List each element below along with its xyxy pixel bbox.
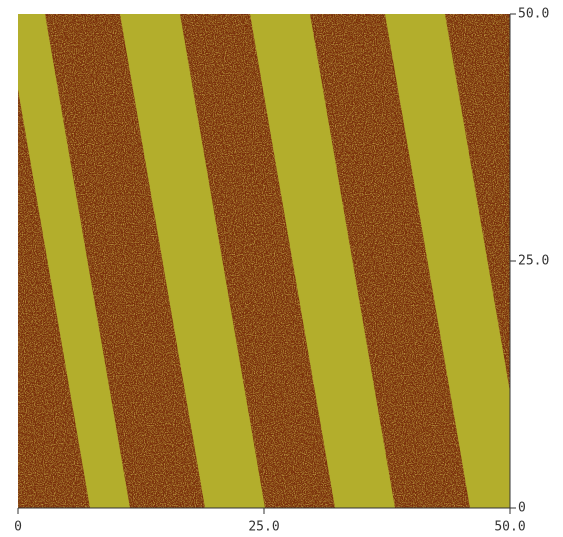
x-tick-label: 0 xyxy=(14,520,22,535)
afm-image-chart: 0 25.0 50.0 0 25.0 50.0 xyxy=(0,0,563,537)
x-tick-label: 25.0 xyxy=(248,520,279,535)
afm-image xyxy=(0,14,563,508)
y-tick-label: 50.0 xyxy=(518,7,549,22)
x-tick-label: 50.0 xyxy=(494,520,525,535)
y-tick-label: 0 xyxy=(518,501,526,516)
y-tick-label: 25.0 xyxy=(518,254,549,269)
